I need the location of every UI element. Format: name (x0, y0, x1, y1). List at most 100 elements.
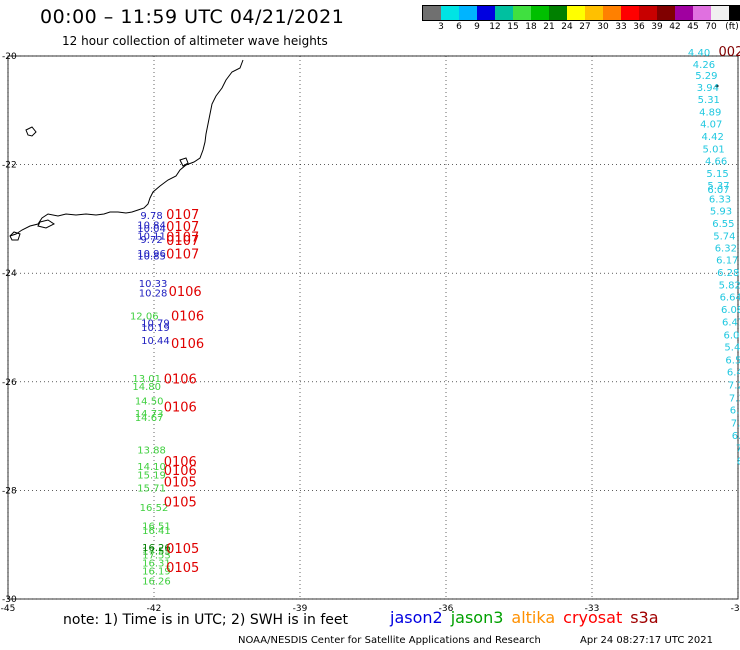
color-swatch (423, 6, 441, 20)
swh-value: 5.15 (706, 169, 728, 180)
color-swatch (639, 6, 657, 20)
coastline (9, 59, 719, 241)
color-swatch (729, 6, 740, 20)
swh-value: 5.48 (724, 342, 740, 353)
swh-value: 10.85 (137, 252, 166, 263)
swh-value: 9.78 (140, 211, 162, 222)
pass-time: 0107 (166, 231, 199, 246)
swh-value: 16.51 (142, 521, 171, 532)
swh-value: 13.88 (137, 445, 166, 456)
color-scale-tick: 9 (474, 22, 480, 32)
swh-value: 15.71 (137, 483, 166, 494)
swh-value: 7.20 (728, 380, 740, 391)
pass-time: 0105 (164, 496, 197, 511)
swh-value: 7.57 (731, 418, 740, 429)
swh-value: 10.44 (141, 336, 170, 347)
swh-value: 6.08 (721, 305, 740, 316)
swh-value: 4.07 (700, 120, 722, 131)
swh-value: 14.50 (135, 397, 164, 408)
swh-value: 6.67 (732, 431, 740, 442)
swh-value: 6.33 (709, 195, 731, 206)
color-scale-tick: 15 (507, 22, 519, 32)
swh-value: 4.26 (693, 60, 715, 71)
mission-jason2: jason2 (390, 608, 443, 627)
altimeter-observations: 9.7810.8410.0410.119.7210.9610.8510.3310… (130, 45, 740, 587)
lat-tick-label: -26 (2, 378, 17, 388)
swh-value: 16.52 (140, 503, 169, 514)
color-swatch (441, 6, 459, 20)
swh-value: 14.67 (135, 413, 164, 424)
swh-value: 6.78 (730, 405, 740, 416)
swh-value: 14.73 (135, 409, 164, 420)
swh-value: 6.55 (712, 219, 734, 230)
swh-value: 16.31 (142, 558, 171, 569)
footer-note: note: 1) Time is in UTC; 2) SWH is in fe… (63, 612, 349, 628)
s3a-track: 4.404.265.293.945.31 4.894.074.42 5.014.66… (688, 45, 740, 467)
swh-value: 6.64 (720, 292, 740, 303)
island-dot (715, 84, 719, 88)
swh-value: 4.42 (702, 132, 724, 143)
swh-value: 6.44 (727, 367, 740, 378)
generation-timestamp: Apr 24 08:27:17 UTC 2021 (580, 635, 713, 646)
mission-altika: altika (511, 608, 556, 627)
color-swatch (693, 6, 711, 20)
swh-value: 9.72 (140, 235, 162, 246)
swh-value: 6.17 (716, 255, 738, 266)
swh-value: 10.11 (137, 232, 166, 243)
color-swatch (549, 6, 567, 20)
jason2-track: 9.7810.8410.0410.119.7210.9610.8510.3310… (137, 208, 204, 352)
pass-time: 0107 (166, 234, 199, 249)
color-scale-labels: 3 6 9 12 15 18 21 24 27 30 33 36 39 42 45 70 (ft) (422, 22, 740, 34)
lon-tick-label: -45 (1, 604, 16, 614)
color-scale-tick: 3 (438, 22, 444, 32)
color-swatch (657, 6, 675, 20)
swh-value: 16.26 (142, 576, 171, 587)
lat-tick-label: -20 (2, 52, 17, 62)
color-scale-tick: 21 (543, 22, 555, 32)
map-frame (7, 55, 739, 600)
swh-value: 17.53 (142, 550, 171, 561)
color-scale-tick: 70 (705, 22, 717, 32)
mission-legend: jason2 jason3 altika cryosat s3a (390, 608, 667, 627)
pass-time: 0106 (164, 455, 197, 470)
lat-tick-label: -28 (2, 486, 17, 496)
swh-value: 5.01 (703, 145, 725, 156)
lon-tick-label: -30 (731, 604, 740, 614)
color-scale-unit: (ft) (725, 22, 739, 32)
color-scale-tick: 39 (651, 22, 663, 32)
swh-value: 10.96 (137, 249, 166, 260)
swh-value: 10.04 (137, 224, 166, 235)
color-scale-tick: 18 (525, 22, 537, 32)
lat-tick-label: -24 (2, 269, 17, 279)
lon-tick-label: -36 (439, 604, 454, 614)
swh-value: 17.55 (142, 546, 171, 557)
pass-time: 0021 (719, 45, 740, 60)
swh-value: 15.19 (137, 470, 166, 481)
coastline-path (9, 59, 244, 237)
color-swatch (477, 6, 495, 20)
island-1 (25, 126, 37, 137)
pass-time: 0105 (166, 561, 199, 576)
color-swatch (495, 6, 513, 20)
pass-time: 0106 (169, 285, 202, 300)
color-swatch (675, 6, 693, 20)
pass-time: 0106 (164, 464, 197, 479)
pass-time: 0106 (171, 309, 204, 324)
swh-value: 5.93 (710, 207, 732, 218)
swh-value: 7.30 (729, 393, 740, 404)
swh-value: 6.07 (707, 185, 729, 196)
swh-value: 5.31 (698, 95, 720, 106)
color-scale-bar (422, 5, 740, 21)
swh-value: 16.41 (142, 526, 171, 537)
lon-tick-label: -39 (293, 604, 308, 614)
color-scale-tick: 42 (669, 22, 681, 32)
pass-time: 0105 (164, 476, 197, 491)
color-swatch (531, 6, 549, 20)
swh-value: 12.06 (130, 311, 159, 322)
color-swatch (585, 6, 603, 20)
swh-value: 3.94 (697, 83, 719, 94)
color-scale-tick: 36 (633, 22, 645, 32)
color-swatch (603, 6, 621, 20)
swh-value: 5.82 (719, 280, 740, 291)
